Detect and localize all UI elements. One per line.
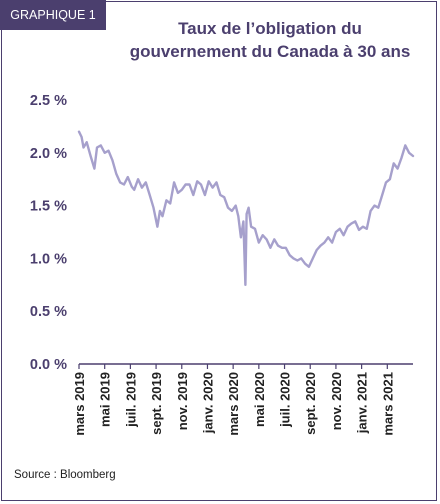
- y-tick-label: 0.0 %: [30, 357, 67, 373]
- x-tick-label: janv. 2021: [355, 372, 370, 434]
- source-note: Source : Bloomberg: [14, 469, 116, 481]
- x-tick-label: janv. 2020: [200, 372, 215, 434]
- x-tick-label: sept. 2020: [303, 372, 318, 435]
- chart-title-line-2: gouvernement du Canada à 30 ans: [129, 42, 411, 61]
- y-tick-label: 2.5 %: [30, 93, 67, 109]
- x-tick-label: nov. 2019: [175, 372, 190, 430]
- chart-badge: GRAPHIQUE 1: [0, 0, 106, 30]
- x-tick-label: juil. 2019: [123, 372, 138, 428]
- x-tick-label: mars 2019: [72, 372, 87, 436]
- x-tick-label: sept. 2019: [149, 372, 164, 435]
- chart-title: Taux de l’obligation du gouvernement du …: [108, 17, 432, 63]
- y-tick-label: 0.5 %: [30, 304, 67, 320]
- x-tick-label: mars 2020: [226, 372, 241, 436]
- y-tick-label: 1.0 %: [30, 251, 67, 267]
- y-tick-label: 1.5 %: [30, 199, 67, 215]
- chart-title-line-1: Taux de l’obligation du: [178, 19, 362, 38]
- series-line: [77, 130, 415, 286]
- y-tick-label: 2.0 %: [30, 146, 67, 162]
- x-tick-label: mars 2021: [380, 372, 395, 436]
- x-tick-label: mai 2019: [98, 372, 113, 427]
- x-tick-label: juil. 2020: [278, 372, 293, 428]
- x-tick-label: mai 2020: [252, 372, 267, 427]
- x-tick-label: nov. 2020: [329, 372, 344, 430]
